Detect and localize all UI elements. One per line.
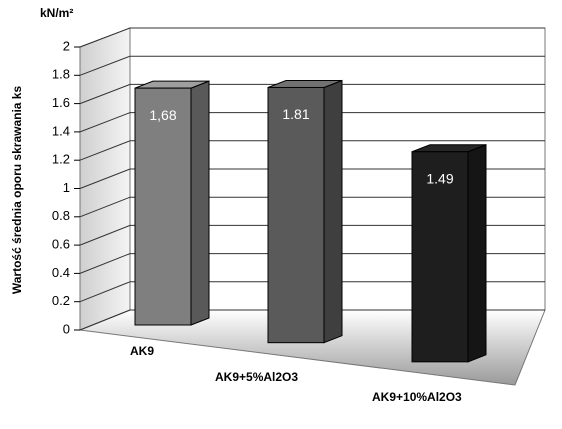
bar bbox=[411, 151, 469, 363]
bar bbox=[134, 87, 192, 326]
y-tick-label: 0.8 bbox=[52, 208, 70, 223]
x-tick-label: AK9 bbox=[130, 344, 154, 358]
value-label: 1,68 bbox=[149, 107, 176, 123]
y-tick-label: 1.2 bbox=[52, 152, 70, 167]
grid-line bbox=[79, 253, 131, 274]
y-tick-label: 0 bbox=[63, 321, 70, 336]
grid-line bbox=[79, 281, 131, 303]
y-axis-label: Wartość średnia oporu skrawania ks bbox=[10, 86, 24, 295]
grid-line bbox=[79, 140, 131, 161]
grid-line bbox=[79, 168, 131, 189]
grid-line bbox=[79, 112, 131, 133]
value-label: 1.49 bbox=[426, 170, 453, 186]
y-tick-label: 1 bbox=[63, 180, 70, 195]
y-tick-label: 1.4 bbox=[52, 123, 70, 138]
bar bbox=[267, 86, 325, 344]
grid-line bbox=[79, 196, 131, 218]
y-unit: kN/m² bbox=[40, 6, 73, 20]
y-tick-label: 2 bbox=[63, 38, 70, 53]
grid-line bbox=[79, 309, 131, 331]
value-label: 1.81 bbox=[282, 106, 309, 122]
bar-side bbox=[190, 80, 210, 326]
y-tick-label: 0.6 bbox=[52, 237, 70, 252]
y-tick-label: 1.8 bbox=[52, 67, 70, 82]
y-tick-label: 0.4 bbox=[52, 265, 70, 280]
x-tick-label: AK9+10%Al2O3 bbox=[372, 390, 462, 404]
grid-line bbox=[79, 27, 131, 48]
x-tick-label: AK9+5%Al2O3 bbox=[215, 370, 298, 384]
y-tick-label: 1.6 bbox=[52, 95, 70, 110]
bar-side bbox=[323, 79, 343, 344]
bar-side bbox=[467, 144, 487, 363]
grid-line bbox=[79, 55, 131, 76]
grid-line bbox=[79, 224, 131, 246]
grid-line bbox=[79, 83, 131, 105]
y-tick-label: 0.2 bbox=[52, 293, 70, 308]
